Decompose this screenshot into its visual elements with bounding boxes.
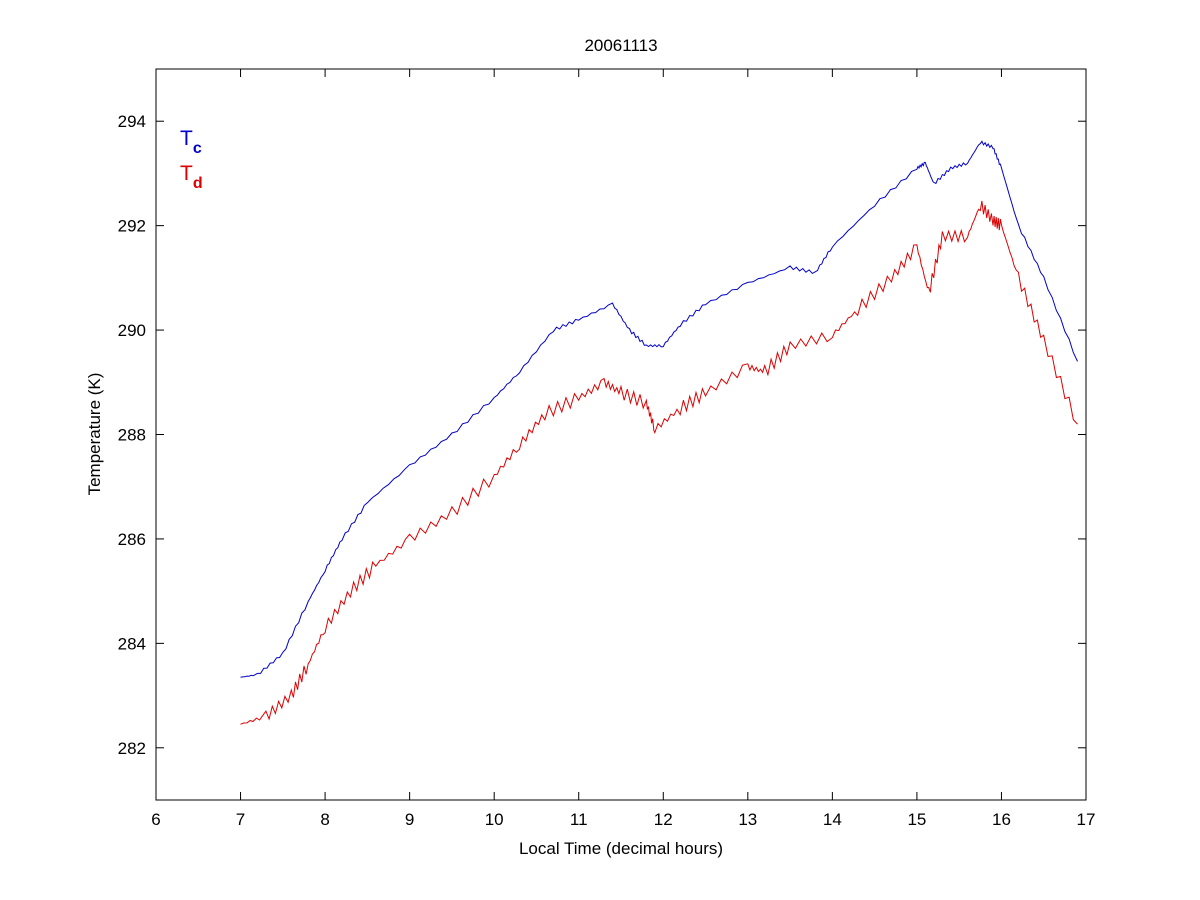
x-tick-label: 9 — [405, 810, 414, 829]
legend-label-tc: Tc — [180, 127, 202, 157]
x-tick-label: 10 — [485, 810, 504, 829]
x-tick-label: 8 — [320, 810, 329, 829]
y-tick-label: 292 — [118, 217, 146, 236]
y-tick-label: 284 — [118, 634, 146, 653]
series-line-td — [240, 200, 1078, 725]
x-tick-label: 6 — [151, 810, 160, 829]
plot-area — [155, 68, 1087, 801]
legend-entry-tc: Tc — [180, 127, 202, 157]
x-tick-label: 16 — [992, 810, 1011, 829]
legend-label-td: Td — [180, 162, 203, 192]
y-tick-label: 294 — [118, 112, 146, 131]
x-tick-label: 13 — [738, 810, 757, 829]
legend-main: T — [180, 127, 193, 150]
legend-sub: c — [193, 140, 202, 157]
x-tick-label: 12 — [654, 810, 673, 829]
legend-entry-td: Td — [180, 162, 203, 192]
legend: Tc Td — [180, 127, 203, 192]
chart-title: 20061113 — [584, 36, 657, 55]
series-line-tc — [240, 140, 1078, 678]
y-tick-label: 286 — [118, 530, 146, 549]
legend-sub: d — [193, 175, 203, 192]
y-axis-label: Temperature (K) — [85, 373, 104, 496]
y-tick-label: 290 — [118, 321, 146, 340]
y-tick-label: 288 — [118, 426, 146, 445]
x-axis-label: Local Time (decimal hours) — [519, 839, 723, 858]
x-tick-label: 17 — [1077, 810, 1096, 829]
x-tick-label: 15 — [907, 810, 926, 829]
y-tick-label: 282 — [118, 739, 146, 758]
x-tick-label: 11 — [570, 810, 588, 829]
legend-main: T — [180, 162, 193, 185]
x-tick-label: 7 — [236, 810, 245, 829]
x-tick-label: 14 — [823, 810, 842, 829]
